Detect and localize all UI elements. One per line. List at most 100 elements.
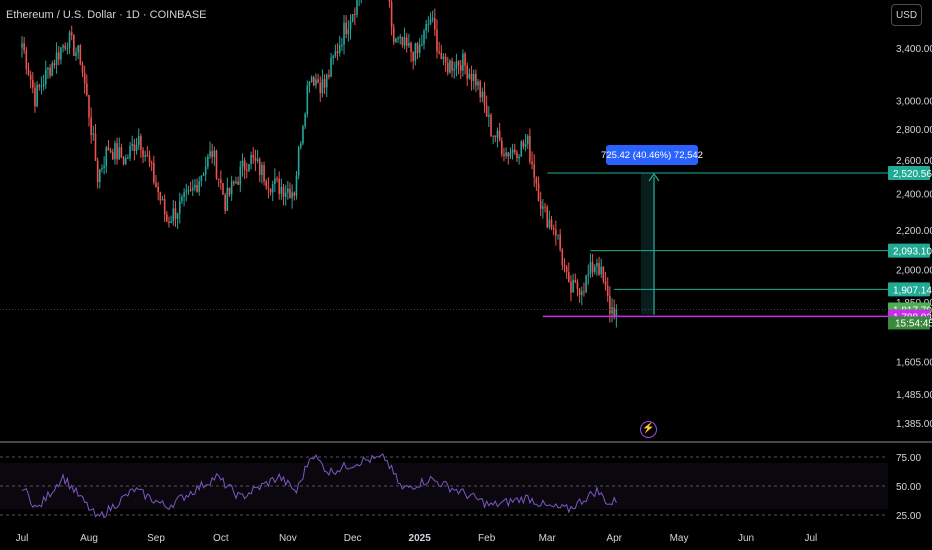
candle-body bbox=[498, 130, 501, 141]
candle-body bbox=[213, 150, 216, 157]
candle-body bbox=[542, 206, 544, 209]
candle-body bbox=[114, 143, 116, 160]
currency-button[interactable]: USD bbox=[891, 4, 922, 26]
candle-body bbox=[518, 156, 520, 159]
candle-body bbox=[29, 74, 32, 80]
candle-body bbox=[256, 159, 259, 161]
candle-body bbox=[490, 114, 492, 136]
candle-body bbox=[101, 168, 103, 170]
candle-body bbox=[150, 162, 153, 164]
countdown-label: 15:54:45 bbox=[895, 318, 932, 329]
candle-body bbox=[105, 147, 108, 167]
time-axis-tick-label: Dec bbox=[344, 533, 362, 544]
candle-body bbox=[81, 64, 84, 73]
candle-body bbox=[449, 60, 451, 73]
candle-body bbox=[133, 144, 136, 151]
time-axis-tick-label: May bbox=[670, 533, 689, 544]
candle-body bbox=[261, 165, 263, 175]
candle-body bbox=[423, 30, 425, 45]
candle-body bbox=[168, 221, 170, 223]
candle-body bbox=[511, 149, 514, 153]
candle-body bbox=[418, 44, 421, 54]
candle-body bbox=[488, 114, 490, 117]
candle-body bbox=[32, 79, 34, 88]
candle-body bbox=[606, 285, 609, 296]
candle-body bbox=[544, 206, 546, 208]
candle-body bbox=[248, 164, 250, 171]
candle-body bbox=[416, 43, 419, 54]
candle-body bbox=[271, 184, 274, 193]
candle-body bbox=[187, 189, 190, 191]
candle-body bbox=[202, 174, 205, 177]
rsi-axis-tick-label: 25.00 bbox=[896, 511, 921, 522]
candle-body bbox=[332, 55, 335, 58]
price-axis-tick-label: 2,600.00 bbox=[896, 156, 932, 167]
candle-body bbox=[47, 67, 49, 70]
candle-body bbox=[522, 141, 525, 147]
candle-body bbox=[388, 0, 391, 2]
candle-body bbox=[62, 45, 64, 48]
rsi-axis-tick-label: 50.00 bbox=[896, 482, 921, 493]
candle-body bbox=[243, 160, 246, 170]
candle-body bbox=[53, 63, 56, 66]
candle-body bbox=[278, 178, 280, 194]
time-axis-tick-label: Mar bbox=[539, 533, 557, 544]
time-axis-tick-label: Sep bbox=[147, 533, 165, 544]
price-tag-label: 2,093.10 bbox=[893, 247, 932, 258]
candle-body bbox=[127, 157, 129, 159]
lightning-icon[interactable]: ⚡ bbox=[640, 421, 657, 438]
candle-body bbox=[563, 264, 566, 267]
candle-body bbox=[282, 187, 285, 197]
candle-body bbox=[585, 275, 587, 293]
price-axis: 3,400.00 3,000.00 2,800.00 2,600.00 2,400.00… bbox=[888, 44, 932, 430]
candle-body bbox=[302, 126, 304, 144]
candle-body bbox=[79, 45, 82, 65]
candle-body bbox=[222, 183, 224, 195]
candle-body bbox=[38, 85, 41, 87]
candle-body bbox=[412, 52, 414, 61]
candle-body bbox=[464, 53, 466, 66]
candle-body bbox=[263, 165, 265, 182]
candle-body bbox=[539, 200, 542, 209]
candle-body bbox=[129, 146, 131, 158]
candle-body bbox=[421, 44, 423, 46]
candle-body bbox=[555, 229, 557, 236]
candle-body bbox=[235, 181, 237, 184]
candle-body bbox=[356, 0, 358, 15]
candle-body bbox=[537, 183, 540, 201]
candle-body bbox=[470, 73, 473, 81]
candle-body bbox=[140, 136, 142, 150]
time-axis-tick-label: Apr bbox=[606, 533, 622, 544]
candle-body bbox=[576, 281, 579, 290]
candle-body bbox=[483, 91, 486, 106]
candle-body bbox=[485, 105, 488, 117]
candle-body bbox=[613, 307, 615, 318]
candle-body bbox=[60, 47, 62, 60]
candle-body bbox=[289, 188, 291, 199]
candles-group bbox=[21, 0, 618, 328]
candle-body bbox=[57, 52, 60, 60]
candle-body bbox=[325, 74, 328, 88]
candle-body bbox=[429, 19, 432, 25]
candle-body bbox=[170, 221, 172, 223]
candle-body bbox=[204, 166, 207, 175]
candle-body bbox=[587, 274, 590, 276]
candle-body bbox=[403, 37, 406, 46]
candle-body bbox=[280, 187, 283, 194]
price-axis-tick-label: 1,605.00 bbox=[896, 357, 932, 368]
candle-body bbox=[211, 151, 213, 157]
candle-body bbox=[548, 219, 551, 228]
measure-arrow-head bbox=[648, 172, 660, 182]
candle-body bbox=[598, 263, 600, 275]
candle-body bbox=[401, 36, 404, 46]
candle-body bbox=[589, 262, 592, 275]
candle-body bbox=[116, 143, 118, 160]
candle-body bbox=[604, 280, 607, 286]
candle-body bbox=[230, 181, 233, 195]
candle-body bbox=[615, 309, 618, 318]
candle-body bbox=[217, 178, 220, 180]
candle-body bbox=[269, 188, 272, 193]
candle-body bbox=[276, 178, 278, 180]
candle-body bbox=[166, 214, 168, 222]
